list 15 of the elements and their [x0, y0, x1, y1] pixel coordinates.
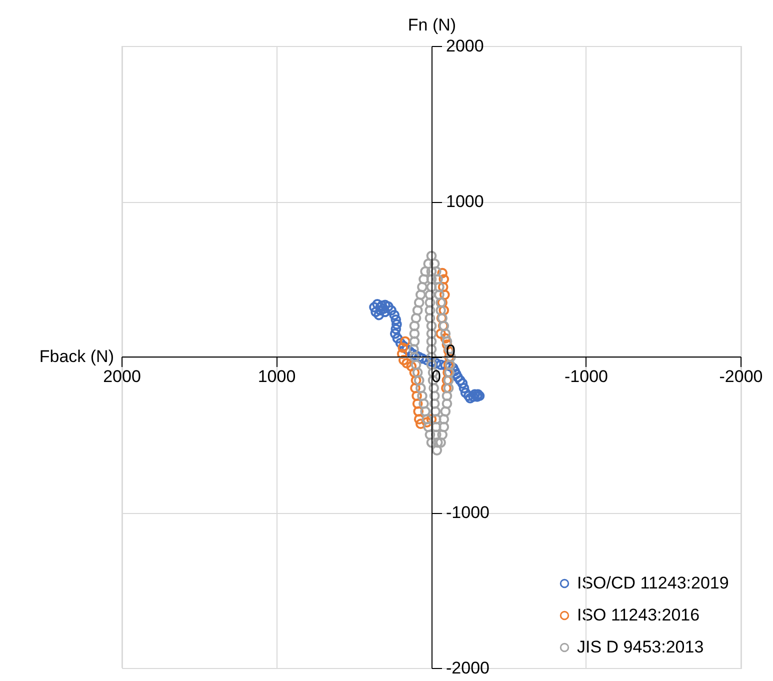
y-tick-label: 2000 — [446, 36, 484, 56]
x-tick-label: 2000 — [103, 367, 141, 386]
y-tick-label: -2000 — [446, 658, 490, 678]
legend-label: ISO/CD 11243:2019 — [577, 574, 729, 592]
y-tick-label: 1000 — [446, 192, 484, 211]
y-tick-label: -1000 — [446, 503, 490, 522]
x-axis-title: Fback (N) — [39, 347, 114, 366]
legend-label: JIS D 9453:2013 — [577, 638, 704, 656]
x-tick-label: 0 — [432, 367, 441, 386]
x-tick-label: 1000 — [258, 367, 296, 386]
y-tick-label: 0 — [446, 342, 456, 360]
x-tick-label: -2000 — [719, 367, 763, 386]
y-axis-title: Fn (N) — [408, 16, 456, 34]
x-tick-label: -1000 — [564, 367, 608, 386]
legend-label: ISO 11243:2016 — [577, 606, 700, 624]
